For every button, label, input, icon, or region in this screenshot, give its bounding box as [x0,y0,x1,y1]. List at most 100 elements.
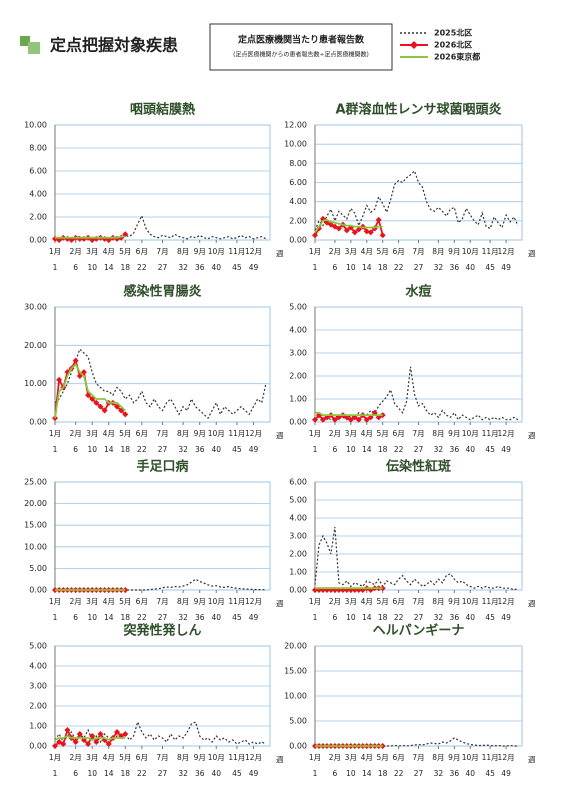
x-tick-label: 49 [501,769,511,778]
x-axis-label: 週 [528,598,536,608]
x-tick-label: 32 [178,769,188,778]
y-tick-label: 4.00 [29,662,47,671]
x-month-label: 1月 [309,247,321,256]
x-month-label: 3月 [345,753,357,762]
y-tick-label: 3.00 [29,682,47,691]
y-tick-label: 10.00 [284,692,307,701]
x-tick-label: 49 [249,445,259,454]
x-tick-label: 22 [394,613,404,622]
x-month-label: 5月 [119,429,131,438]
x-tick-label: 40 [465,613,475,622]
x-tick-label: 32 [178,263,188,272]
x-month-label: 1月 [49,429,61,438]
x-month-label: 7月 [156,753,168,762]
x-month-label: 11月 [482,597,499,606]
plot-area [314,306,523,423]
y-tick-label: 4.00 [29,190,47,199]
legend-note: (定点医療機関からの患者報告数÷定点医療機関数) [233,51,369,59]
x-month-label: 8月 [432,753,444,762]
y-tick-label: 4.00 [289,514,307,523]
y-tick-label: 5.00 [289,717,307,726]
x-month-label: 5月 [377,753,389,762]
x-tick-label: 49 [249,263,259,272]
x-month-label: 1月 [309,597,321,606]
y-tick-label: 2.00 [29,213,47,222]
x-month-label: 10月 [462,247,479,256]
x-axis-label: 週 [276,754,284,764]
y-tick-label: 0.00 [289,742,307,751]
y-tick-label: 0.00 [289,418,307,427]
x-month-label: 11月 [228,429,245,438]
x-tick-label: 36 [450,445,460,454]
x-month-label: 6月 [392,753,404,762]
x-tick-label: 6 [73,445,78,454]
x-month-label: 4月 [361,429,373,438]
y-tick-label: 8.00 [289,159,307,168]
x-month-label: 5月 [119,247,131,256]
x-tick-label: 45 [232,769,242,778]
y-tick-label: 1.00 [29,722,47,731]
legend-label: 2026東京都 [434,52,480,62]
data-point [72,357,79,364]
x-tick-label: 36 [450,613,460,622]
x-tick-label: 14 [362,445,372,454]
x-tick-label: 27 [158,263,168,272]
x-month-label: 8月 [177,753,189,762]
x-month-label: 5月 [377,429,389,438]
y-tick-label: 0.00 [29,418,47,427]
x-tick-label: 45 [485,769,495,778]
chart-title: 突発性発しん [123,623,201,639]
x-month-label: 6月 [136,247,148,256]
x-month-label: 8月 [432,429,444,438]
x-month-label: 4月 [103,247,115,256]
x-month-label: 12月 [498,597,515,606]
chart-title: A群溶血性レンサ球菌咽頭炎 [335,102,501,118]
data-point [379,232,386,239]
x-tick-label: 40 [465,263,475,272]
x-month-label: 4月 [103,597,115,606]
chart-title: 手足口病 [136,459,188,475]
y-tick-label: 2.00 [289,372,307,381]
data-point [355,226,362,233]
x-month-label: 7月 [412,753,424,762]
y-tick-label: 2.00 [289,550,307,559]
x-tick-label: 36 [450,769,460,778]
data-point [375,216,382,223]
x-axis-label: 週 [528,430,536,440]
x-axis-label: 週 [528,248,536,258]
y-tick-label: 15.00 [284,667,307,676]
x-month-label: 1月 [309,753,321,762]
x-tick-label: 27 [414,445,424,454]
y-tick-label: 0.00 [29,742,47,751]
x-month-label: 7月 [156,247,168,256]
x-tick-label: 45 [232,445,242,454]
y-tick-label: 5.00 [289,303,307,312]
chart-title: 伝染性紅斑 [385,459,451,475]
y-tick-label: 4.00 [289,326,307,335]
x-tick-label: 49 [249,769,259,778]
x-month-label: 3月 [86,247,98,256]
x-month-label: 9月 [194,597,206,606]
x-tick-label: 14 [362,613,372,622]
x-tick-label: 36 [195,263,205,272]
x-tick-label: 1 [53,263,58,272]
y-tick-label: 20.00 [24,499,47,508]
x-month-label: 11月 [228,597,245,606]
x-tick-label: 32 [178,613,188,622]
data-point [105,741,112,747]
data-point [97,731,104,737]
x-month-label: 6月 [136,597,148,606]
x-tick-label: 40 [211,445,221,454]
y-tick-label: 15.00 [24,521,47,530]
data-point [363,228,370,235]
x-month-label: 4月 [361,597,373,606]
x-tick-label: 14 [362,769,372,778]
x-tick-label: 45 [485,613,495,622]
x-month-label: 4月 [103,429,115,438]
y-tick-label: 2.00 [289,216,307,225]
legend-title: 定点医療機関当たり患者報告数 [238,34,365,46]
x-month-label: 7月 [156,597,168,606]
legend-box [209,23,393,71]
x-tick-label: 6 [333,769,338,778]
